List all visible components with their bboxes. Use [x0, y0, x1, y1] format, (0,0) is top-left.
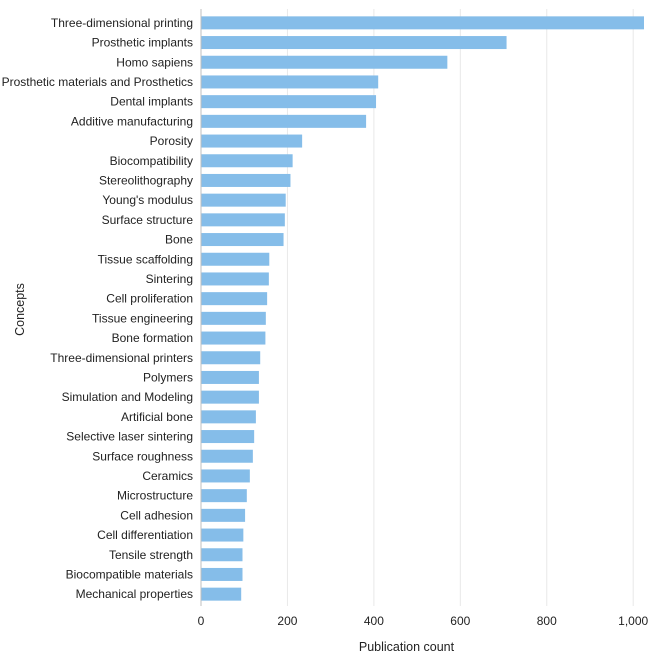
x-tick-label: 0	[198, 614, 205, 628]
bar-5	[201, 95, 377, 109]
category-label: Tissue engineering	[92, 311, 193, 325]
bar-10	[201, 193, 286, 207]
category-label: Three-dimensional printing	[51, 16, 193, 30]
category-label: Biocompatibility	[110, 154, 193, 168]
x-tick-label: 200	[277, 614, 297, 628]
category-label: Prosthetic materials and Prosthetics	[2, 75, 193, 89]
bar-23	[201, 449, 253, 463]
bar-4	[201, 75, 379, 89]
category-label: Simulation and Modeling	[62, 390, 193, 404]
bar-29	[201, 567, 243, 581]
category-label: Microstructure	[117, 489, 193, 503]
category-label: Young's modulus	[102, 193, 193, 207]
category-label: Cell proliferation	[106, 292, 193, 306]
category-label: Three-dimensional printers	[50, 351, 193, 365]
category-label: Tensile strength	[109, 548, 193, 562]
bar-30	[201, 587, 242, 601]
category-label: Artificial bone	[121, 410, 193, 424]
bar-22	[201, 430, 255, 444]
category-label: Selective laser sintering	[66, 430, 193, 444]
bar-2	[201, 36, 507, 50]
bar-24	[201, 469, 250, 483]
bar-16	[201, 311, 266, 325]
category-label: Ceramics	[142, 469, 193, 483]
bar-19	[201, 370, 259, 384]
category-label: Additive manufacturing	[71, 114, 193, 128]
category-label: Polymers	[143, 370, 193, 384]
category-label: Stereolithography	[99, 173, 193, 187]
bar-28	[201, 548, 243, 562]
bars	[201, 16, 644, 601]
category-labels: Three-dimensional printing Prosthetic imp…	[2, 16, 194, 601]
category-label: Dental implants	[110, 95, 193, 109]
category-label: Bone formation	[112, 331, 193, 345]
category-label: Surface roughness	[92, 449, 193, 463]
bar-25	[201, 489, 247, 503]
bar-14	[201, 272, 269, 286]
x-axis-title: Publication count	[359, 640, 455, 654]
y-axis-title: Concepts	[13, 283, 27, 336]
category-label: Biocompatible materials	[66, 567, 193, 581]
category-label: Mechanical properties	[76, 587, 193, 601]
x-tick-label: 600	[450, 614, 470, 628]
bar-3	[201, 55, 448, 69]
x-tick-label: 400	[364, 614, 384, 628]
bar-6	[201, 114, 367, 128]
x-tick-label: 800	[537, 614, 557, 628]
bar-13	[201, 252, 270, 266]
bar-11	[201, 213, 285, 227]
category-label: Homo sapiens	[116, 55, 193, 69]
x-tick-labels: 0 200 400 600 800 1,000	[198, 614, 649, 628]
category-label: Prosthetic implants	[92, 36, 193, 50]
bar-18	[201, 351, 261, 365]
bar-8	[201, 154, 293, 168]
bar-15	[201, 292, 268, 306]
category-label: Porosity	[150, 134, 193, 148]
gridlines	[286, 9, 634, 606]
category-label: Cell adhesion	[120, 508, 193, 522]
bar-21	[201, 410, 256, 424]
category-label: Bone	[165, 233, 193, 247]
bar-9	[201, 173, 291, 187]
bar-20	[201, 390, 259, 404]
bar-1	[201, 16, 644, 30]
bar-12	[201, 233, 284, 247]
bar-26	[201, 508, 246, 522]
category-label: Tissue scaffolding	[98, 252, 193, 266]
bar-17	[201, 331, 266, 345]
category-label: Surface structure	[102, 213, 194, 227]
bar-7	[201, 134, 303, 148]
bar-27	[201, 528, 244, 542]
x-tick-label: 1,000	[618, 614, 648, 628]
category-label: Sintering	[146, 272, 193, 286]
category-label: Cell differentiation	[97, 528, 193, 542]
